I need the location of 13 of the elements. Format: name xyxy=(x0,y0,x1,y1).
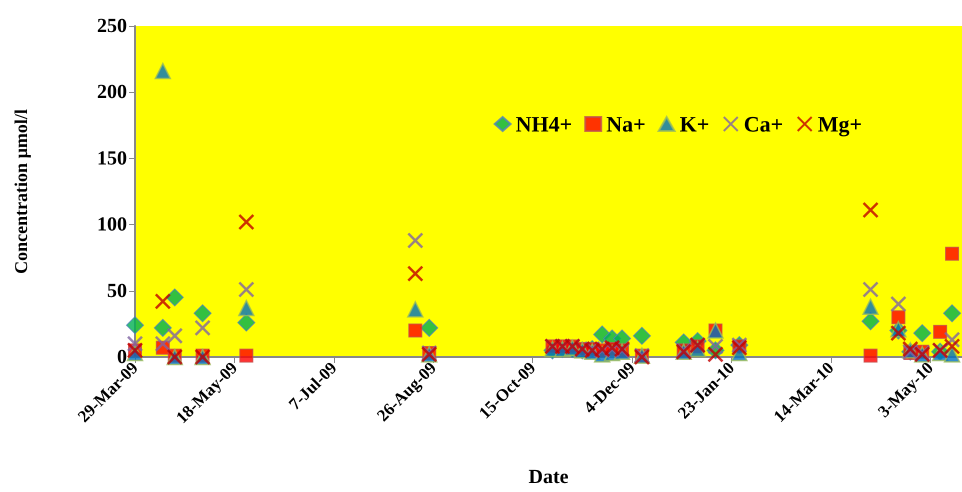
legend-label: K+ xyxy=(680,112,710,136)
y-axis-title: Concentration µmol/l xyxy=(11,109,31,274)
legend-label: Ca+ xyxy=(744,112,784,136)
y-tick-label: 200 xyxy=(97,81,127,104)
legend-label: NH4+ xyxy=(516,112,572,136)
legend-label: Na+ xyxy=(606,112,646,136)
y-tick-label: 250 xyxy=(97,15,127,37)
legend-label: Mg+ xyxy=(818,112,862,136)
x-axis-title: Date xyxy=(528,466,569,488)
y-tick-label: 50 xyxy=(107,280,127,302)
y-tick-label: 100 xyxy=(97,214,127,236)
y-tick-label: 0 xyxy=(117,346,127,368)
y-tick-label: 150 xyxy=(97,147,127,170)
